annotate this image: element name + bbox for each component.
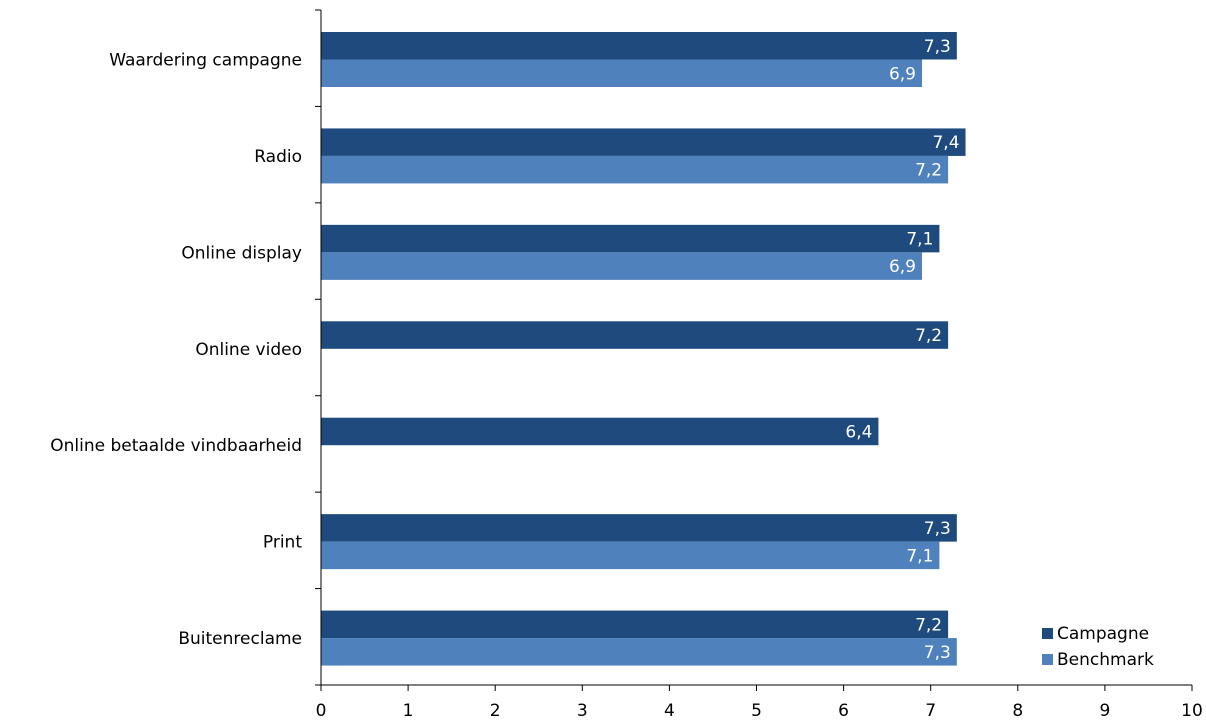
category-label: Waardering campagne: [109, 51, 302, 71]
bar: [321, 610, 949, 639]
bar: [321, 321, 949, 349]
x-tick-label: 4: [664, 701, 675, 721]
bar: [321, 514, 957, 542]
x-tick-label: 7: [925, 701, 936, 721]
bar: [321, 417, 879, 446]
data-label: 7,2: [915, 161, 942, 181]
data-label: 7,3: [924, 37, 951, 57]
data-label: 7,1: [906, 546, 933, 566]
data-label: 7,1: [906, 230, 933, 250]
legend: Campagne Benchmark: [1042, 624, 1154, 670]
legend-swatch: [1042, 654, 1053, 665]
x-tick-label: 8: [1012, 701, 1023, 721]
data-label: 6,4: [845, 422, 872, 442]
legend-swatch: [1042, 628, 1053, 639]
category-label: Buitenreclame: [178, 629, 302, 649]
x-tick-label: 0: [316, 701, 327, 721]
bar: [321, 32, 957, 60]
x-tick-label: 1: [403, 701, 414, 721]
data-label: 7,3: [924, 519, 951, 539]
data-label: 7,2: [915, 326, 942, 346]
bar: [321, 638, 957, 666]
bar: [321, 224, 940, 253]
bar: [321, 155, 949, 184]
x-tick-label: 5: [751, 701, 762, 721]
legend-label: Benchmark: [1057, 650, 1154, 670]
data-label: 6,9: [889, 64, 916, 84]
data-label: 7,2: [915, 615, 942, 635]
category-label: Online betaalde vindbaarheid: [50, 436, 302, 456]
x-tick-label: 6: [838, 701, 849, 721]
bar: [321, 252, 922, 280]
labels-layer: 7,3 6,9 Waardering campagne 7,4 7,2 Radio 7,1 6…: [50, 37, 959, 663]
data-label: 6,9: [889, 257, 916, 277]
category-label: Online video: [195, 340, 302, 360]
category-label: Online display: [181, 243, 302, 263]
category-label: Print: [263, 533, 302, 553]
bar: [321, 541, 940, 570]
x-tick-label: 9: [1099, 701, 1110, 721]
data-label: 7,4: [932, 133, 959, 153]
bar: [321, 59, 922, 87]
x-tick-label: 3: [577, 701, 588, 721]
x-tick-label: 2: [490, 701, 501, 721]
bar: [321, 128, 966, 156]
bars-layer: [321, 32, 966, 666]
axes-layer: 0 1 2 3 4 5 6 7 8 9 10: [315, 9, 1203, 721]
legend-label: Campagne: [1057, 624, 1149, 644]
data-label: 7,3: [924, 643, 951, 663]
x-tick-label: 10: [1181, 701, 1203, 721]
category-label: Radio: [254, 147, 302, 167]
